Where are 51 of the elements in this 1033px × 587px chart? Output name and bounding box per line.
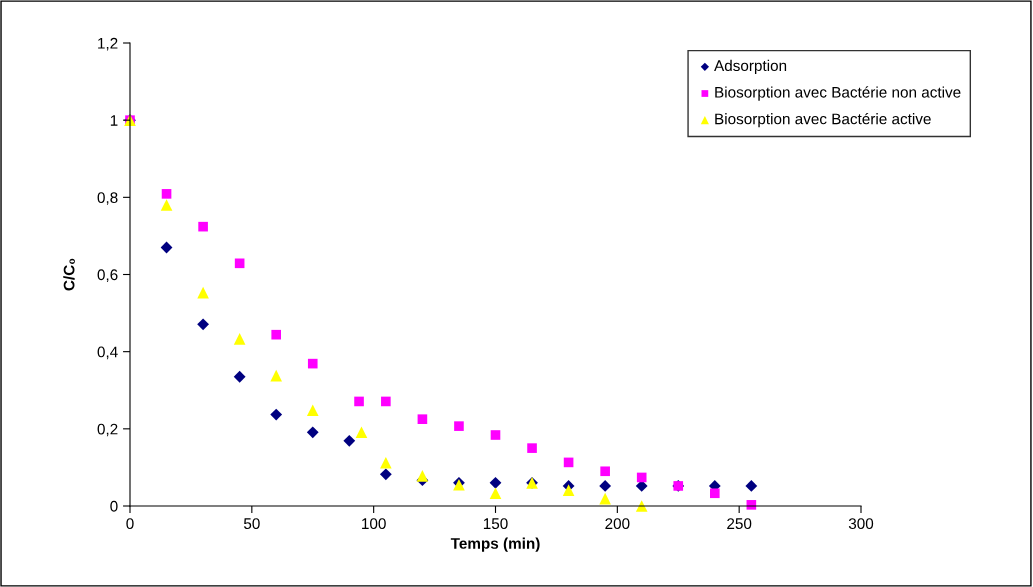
point — [270, 369, 283, 382]
point — [233, 333, 246, 345]
point — [490, 430, 501, 440]
point — [709, 488, 720, 499]
point — [380, 456, 392, 469]
x-tick-label: 300 — [848, 518, 874, 530]
point — [271, 329, 282, 340]
x-tick-label: 150 — [483, 518, 508, 530]
legend-label: Adsorption — [714, 59, 787, 75]
x-tick-label: 250 — [727, 518, 752, 530]
y-tick-label: 0,6 — [97, 269, 118, 282]
point — [489, 487, 502, 500]
point — [600, 466, 610, 477]
point — [198, 221, 208, 232]
x-tick-label: 50 — [243, 518, 260, 530]
point — [636, 472, 647, 483]
y-tick-label: 0,4 — [97, 346, 118, 360]
y-tick-label: 0,2 — [97, 423, 118, 437]
point — [234, 258, 245, 269]
x-tick-label: 100 — [362, 518, 386, 530]
legend-label: Biosorption avec Bactérie non active — [715, 86, 961, 101]
x-tick-label: 0 — [126, 518, 134, 530]
point — [197, 318, 209, 331]
point — [417, 414, 428, 424]
x-axis-title: Temps (min) — [450, 537, 540, 552]
point — [306, 426, 319, 439]
y-tick-label: 0,8 — [97, 192, 118, 205]
y-tick-label: 0 — [110, 500, 118, 512]
y-tick-label: 1,2 — [98, 37, 118, 51]
point — [562, 484, 575, 496]
point — [745, 480, 758, 492]
point — [379, 468, 392, 481]
y-axis-title: C/C₀ — [63, 258, 75, 291]
point — [343, 434, 356, 447]
x-tick-label: 200 — [605, 518, 630, 530]
point — [381, 396, 391, 407]
legend-label: Biosorption avec Bactérie active — [715, 112, 931, 128]
point — [489, 476, 502, 489]
point — [306, 404, 319, 417]
point — [599, 480, 612, 492]
point — [233, 370, 246, 383]
y-tick-label: 1 — [110, 115, 118, 126]
point — [161, 189, 172, 199]
point — [160, 199, 173, 211]
point — [454, 421, 464, 431]
point — [527, 443, 537, 453]
point — [354, 396, 364, 407]
point — [355, 426, 368, 439]
point — [416, 470, 429, 482]
point — [270, 408, 283, 421]
point — [307, 358, 318, 369]
